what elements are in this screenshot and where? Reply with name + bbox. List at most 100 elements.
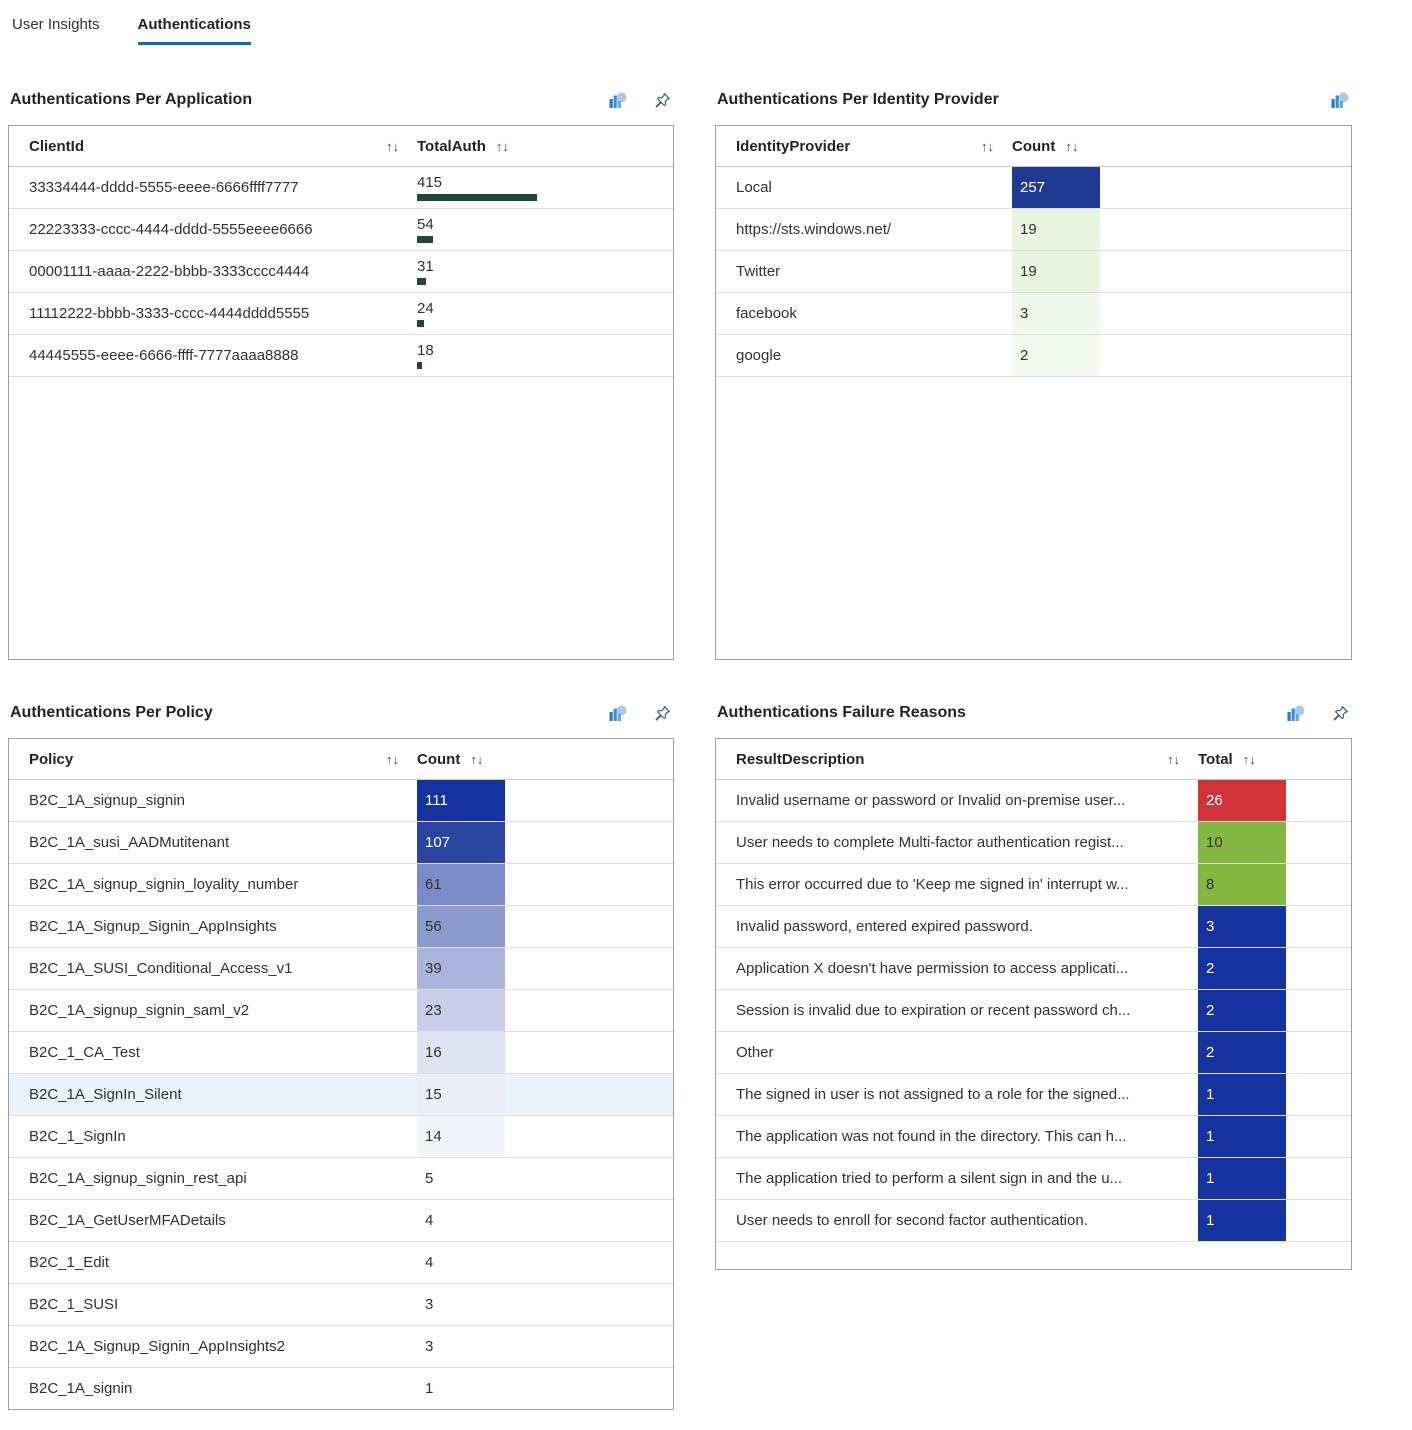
table-row[interactable]: 44445555-eeee-6666-ffff-7777aaaa8888 18 [9,334,673,377]
row-value-cell: 8 [1198,863,1351,906]
table-row[interactable]: Invalid password, entered expired passwo… [716,905,1351,948]
column-header-totalauth[interactable]: TotalAuth ↑↓ [417,126,673,167]
value-heat-cell: 4 [425,1212,434,1229]
row-value-cell: 24 [417,292,673,335]
table-row[interactable]: B2C_1A_susi_AADMutitenant 107 [9,821,673,864]
value-heat-cell: 56 [417,906,505,947]
row-value-cell: 56 [417,905,673,948]
column-header-count[interactable]: Count ↑↓ [1012,126,1351,167]
row-value-cell: 2 [1198,947,1351,990]
table-row[interactable]: The application was not found in the dir… [716,1115,1351,1158]
row-label-cell: B2C_1A_signup_signin_saml_v2 [9,989,417,1032]
pin-icon[interactable] [652,703,672,723]
row-label-cell: Application X doesn't have permission to… [716,947,1198,990]
column-header-count[interactable]: Count ↑↓ [417,739,673,780]
sort-icons[interactable]: ↑↓ [386,138,399,154]
chart-icon[interactable] [1286,703,1306,723]
table-row[interactable]: B2C_1A_Signup_Signin_AppInsights 56 [9,905,673,948]
row-label-cell: The signed in user is not assigned to a … [716,1073,1198,1116]
table-row[interactable]: The application tried to perform a silen… [716,1157,1351,1200]
row-value-cell: 1 [1198,1115,1351,1158]
table-row[interactable]: B2C_1A_signup_signin_loyality_number 61 [9,863,673,906]
table-row[interactable]: Other 2 [716,1031,1351,1074]
row-label-cell: B2C_1_SignIn [9,1115,417,1158]
sort-icons[interactable]: ↑↓ [470,751,484,767]
row-value-cell: 31 [417,250,673,293]
row-label-cell: User needs to enroll for second factor a… [716,1199,1198,1242]
value-text: 54 [417,215,434,233]
row-label-cell: B2C_1_Edit [9,1241,417,1284]
table-row[interactable]: Twitter 19 [716,250,1351,293]
table-row[interactable]: 11112222-bbbb-3333-cccc-4444dddd5555 24 [9,292,673,335]
table-row[interactable]: B2C_1A_Signup_Signin_AppInsights2 3 [9,1325,673,1368]
column-header-total[interactable]: Total ↑↓ [1198,739,1351,780]
pin-icon[interactable] [1330,703,1350,723]
row-value-cell: 3 [417,1325,673,1368]
table-row[interactable]: https://sts.windows.net/19 [716,208,1351,251]
table-row[interactable]: Session is invalid due to expiration or … [716,989,1351,1032]
tab-user-insights[interactable]: User Insights [12,16,100,33]
sort-icons[interactable]: ↑↓ [495,138,509,154]
column-header-label: Policy [29,750,74,768]
sort-icons[interactable]: ↑↓ [1167,751,1180,767]
table-row[interactable]: The signed in user is not assigned to a … [716,1073,1351,1116]
chart-icon[interactable] [608,703,628,723]
table-row[interactable]: google 2 [716,334,1351,377]
table-row[interactable]: B2C_1A_SUSI_Conditional_Access_v1 39 [9,947,673,990]
chart-icon[interactable] [1330,90,1350,110]
table-row[interactable]: B2C_1A_SignIn_Silent 15 [9,1073,673,1116]
value-heat-cell: 1 [1198,1074,1286,1115]
sort-icons[interactable]: ↑↓ [1065,138,1079,154]
panel-authentications-per-policy: Authentications Per Policy Policy ↑↓ [8,700,674,1410]
row-label-cell: https://sts.windows.net/ [716,208,1012,251]
sort-icons[interactable]: ↑↓ [1242,751,1256,767]
sort-icons[interactable]: ↑↓ [981,138,994,154]
sort-icons[interactable]: ↑↓ [386,751,399,767]
table-row[interactable]: B2C_1A_GetUserMFADetails 4 [9,1199,673,1242]
table-row[interactable]: User needs to complete Multi-factor auth… [716,821,1351,864]
value-text: 415 [417,173,443,191]
value-heat-cell: 2 [1198,990,1286,1031]
table-row[interactable]: B2C_1_SignIn 14 [9,1115,673,1158]
tab-authentications[interactable]: Authentications [137,16,251,45]
table-row[interactable]: B2C_1_SUSI 3 [9,1283,673,1326]
column-header-resultdescription[interactable]: ResultDescription ↑↓ [716,739,1198,780]
table-row[interactable]: Local 257 [716,166,1351,209]
table-row[interactable]: B2C_1A_signup_signin_saml_v2 23 [9,989,673,1032]
row-value-cell: 1 [1198,1199,1351,1242]
row-value-cell: 18 [417,334,673,377]
table-row[interactable]: 00001111-aaaa-2222-bbbb-3333cccc4444 31 [9,250,673,293]
chart-icon[interactable] [608,90,628,110]
panel-body: ClientId ↑↓ TotalAuth ↑↓ 33334444-dddd-555… [8,125,674,660]
table-row[interactable]: This error occurred due to 'Keep me sign… [716,863,1351,906]
column-header-clientid[interactable]: ClientId ↑↓ [9,126,417,167]
table-row[interactable]: B2C_1_CA_Test 16 [9,1031,673,1074]
row-label-cell: facebook [716,292,1012,335]
value-heat-cell: 3 [425,1338,434,1355]
value-heat-cell: 8 [1198,864,1286,905]
value-heat-cell: 107 [417,822,505,863]
column-header-policy[interactable]: Policy ↑↓ [9,739,417,780]
row-label-cell: 00001111-aaaa-2222-bbbb-3333cccc4444 [9,250,417,293]
table-row[interactable]: B2C_1A_signin 1 [9,1367,673,1409]
row-value-cell: 54 [417,208,673,251]
table-row[interactable]: 22223333-cccc-4444-dddd-5555eeee6666 54 [9,208,673,251]
table-row[interactable]: B2C_1A_signup_signin 111 [9,779,673,822]
pin-icon[interactable] [652,90,672,110]
row-label-cell: B2C_1A_susi_AADMutitenant [9,821,417,864]
column-header-label: ResultDescription [736,750,865,768]
table-row[interactable]: User needs to enroll for second factor a… [716,1199,1351,1242]
panel-title: Authentications Per Application [10,91,253,108]
table-row[interactable]: B2C_1A_signup_signin_rest_api 5 [9,1157,673,1200]
row-value-cell: 257 [1012,166,1351,209]
row-value-cell: 39 [417,947,673,990]
table-row[interactable]: 33334444-dddd-5555-eeee-6666ffff7777 415 [9,166,673,209]
table-row[interactable]: Application X doesn't have permission to… [716,947,1351,990]
table-row[interactable]: facebook 3 [716,292,1351,335]
row-value-cell: 15 [417,1073,673,1116]
table-body: 33334444-dddd-5555-eeee-6666ffff7777 415 2… [9,166,673,377]
table-row[interactable]: Invalid username or password or Invalid … [716,779,1351,822]
table-row[interactable]: B2C_1_Edit 4 [9,1241,673,1284]
value-text: 31 [417,257,434,275]
column-header-identityprovider[interactable]: IdentityProvider ↑↓ [716,126,1012,167]
